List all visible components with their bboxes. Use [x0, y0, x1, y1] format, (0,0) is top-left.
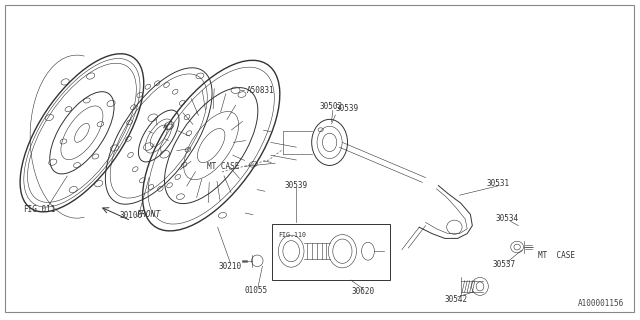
Text: MT CASE: MT CASE — [207, 162, 239, 171]
Text: 30537: 30537 — [493, 260, 516, 269]
Text: 30620: 30620 — [351, 287, 374, 296]
Text: MT  CASE: MT CASE — [538, 252, 575, 260]
Text: 30534: 30534 — [496, 214, 519, 223]
Text: 30210: 30210 — [219, 262, 242, 271]
Text: 30539: 30539 — [335, 104, 358, 113]
Text: FRONT: FRONT — [136, 210, 161, 219]
Text: 30502: 30502 — [320, 102, 343, 111]
Text: FIG.011: FIG.011 — [24, 205, 56, 214]
Text: 30531: 30531 — [486, 179, 509, 188]
Text: FIG.110: FIG.110 — [278, 232, 307, 238]
Text: A100001156: A100001156 — [578, 299, 624, 308]
Text: 01055: 01055 — [244, 286, 268, 295]
Text: A50831: A50831 — [247, 86, 275, 95]
Bar — [272, 224, 390, 280]
Text: 30100: 30100 — [120, 211, 143, 220]
Text: 30539: 30539 — [284, 181, 307, 190]
Text: 30542: 30542 — [444, 295, 467, 304]
